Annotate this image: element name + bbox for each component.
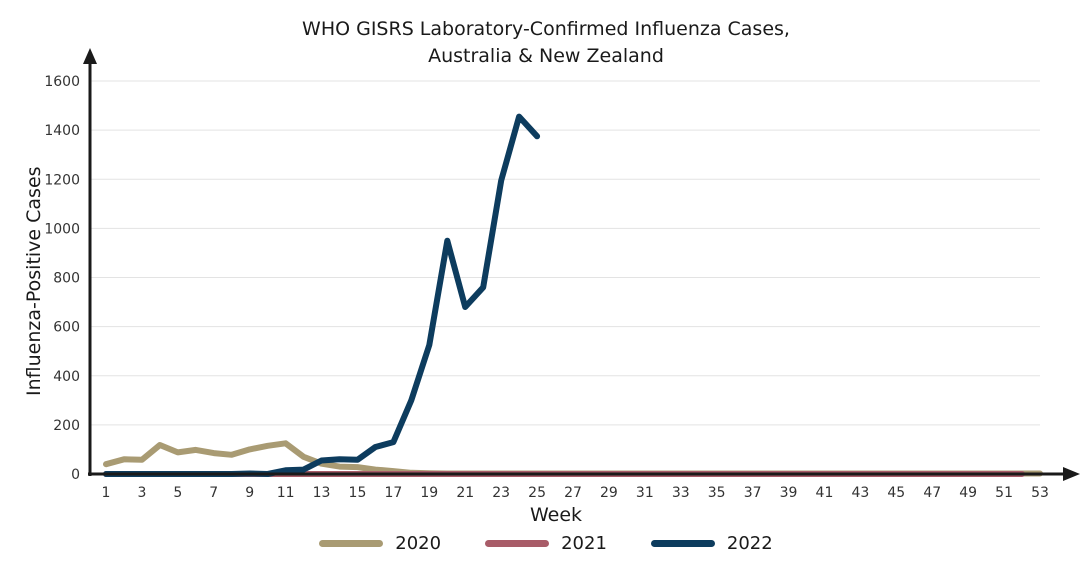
legend-swatch-2020: [319, 540, 384, 547]
x-tick-label: 29: [600, 485, 618, 501]
x-axis-label: Week: [530, 504, 583, 526]
x-tick-label: 43: [851, 485, 869, 501]
y-tick-label: 1400: [44, 123, 80, 139]
legend-item-2022: 2022: [650, 533, 773, 554]
legend: 2020 2021 2022: [0, 533, 1092, 554]
gridlines: [90, 80, 1040, 426]
x-tick-label: 3: [137, 485, 146, 501]
legend-label-2020: 2020: [395, 533, 442, 554]
legend-label-2021: 2021: [561, 533, 607, 554]
x-tick-label: 13: [313, 485, 331, 501]
y-axis-arrow-icon: [83, 48, 97, 64]
legend-label-2022: 2022: [726, 533, 773, 554]
x-tick-label: 17: [384, 485, 402, 501]
y-tick-labels: 0 200 400 600 800 1000 1200 1400 1600: [44, 74, 80, 483]
x-tick-label: 51: [995, 485, 1013, 501]
x-tick-label: 23: [492, 485, 510, 501]
series-line-2020: [103, 440, 1043, 477]
series-line-2022: [103, 113, 541, 477]
x-tick-label: 53: [1031, 485, 1049, 501]
x-tick-label: 21: [456, 485, 474, 501]
x-tick-label: 15: [349, 485, 367, 501]
x-tick-label: 27: [564, 485, 582, 501]
x-tick-label: 9: [245, 485, 254, 501]
legend-swatch-2022: [650, 540, 715, 547]
x-axis-arrow-icon: [1063, 467, 1080, 481]
x-tick-label: 19: [420, 485, 438, 501]
legend-item-2021: 2021: [485, 533, 607, 554]
chart-subtitle: Australia & New Zealand: [428, 45, 664, 67]
x-tick-label: 39: [780, 485, 798, 501]
x-tick-label: 37: [744, 485, 762, 501]
y-axis-label: Influenza-Positive Cases: [23, 166, 45, 396]
x-tick-label: 41: [816, 485, 834, 501]
legend-item-2020: 2020: [319, 533, 441, 554]
chart-title: WHO GISRS Laboratory-Confirmed Influenza…: [302, 18, 790, 40]
y-tick-label: 200: [53, 418, 80, 434]
x-tick-label: 5: [173, 485, 182, 501]
x-tick-label: 31: [636, 485, 654, 501]
x-tick-labels: 1 3 5 7 9 11 13 15 17 19 21 23 25 27 29 31 33 35 37 39 41 43 4…: [102, 485, 1049, 501]
y-tick-label: 1600: [44, 74, 80, 90]
y-tick-label: 1000: [44, 221, 80, 237]
x-tick-label: 47: [923, 485, 941, 501]
x-tick-label: 35: [708, 485, 726, 501]
y-tick-label: 1200: [44, 172, 80, 188]
axes: [83, 48, 1080, 481]
y-tick-label: 600: [53, 320, 80, 336]
legend-swatch-2021: [485, 540, 550, 547]
x-tick-label: 1: [102, 485, 111, 501]
y-tick-label: 400: [53, 369, 80, 385]
x-tick-label: 25: [528, 485, 546, 501]
x-tick-label: 45: [887, 485, 905, 501]
x-tick-label: 11: [277, 485, 295, 501]
x-tick-label: 49: [959, 485, 977, 501]
series-lines: [103, 113, 1043, 477]
x-tick-label: 7: [209, 485, 218, 501]
x-tick-label: 33: [672, 485, 690, 501]
y-tick-label: 800: [53, 271, 80, 287]
y-tick-label: 0: [71, 467, 80, 483]
